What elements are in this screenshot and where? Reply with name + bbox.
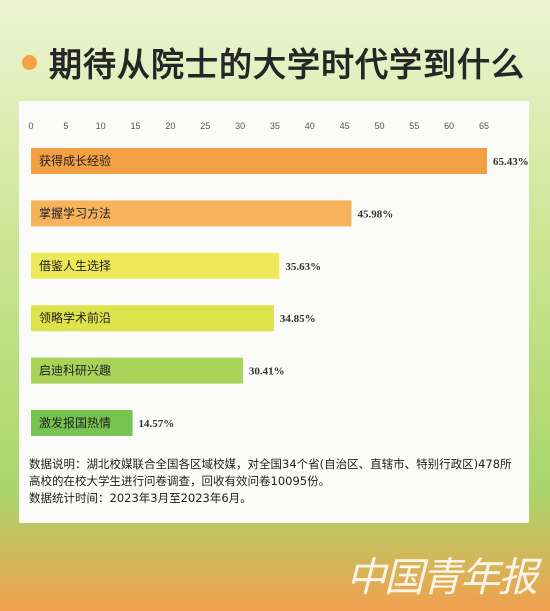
bar xyxy=(31,200,352,227)
x-tick-label: 0 xyxy=(28,121,33,131)
bullet-dot-icon xyxy=(22,54,37,70)
data-note-period: 数据统计时间：2023年3月至2023年6月。 xyxy=(29,491,252,505)
x-tick-label: 65 xyxy=(479,121,489,131)
bar-value-label: 45.98% xyxy=(357,208,393,220)
bar-category-label: 启迪科研兴趣 xyxy=(39,363,111,378)
bar-value-label: 14.57% xyxy=(139,418,175,430)
brand-logo: 中国青年报 xyxy=(346,555,538,601)
bar xyxy=(31,305,274,332)
x-tick-label: 25 xyxy=(200,121,210,131)
chart-panel: 0 5 10 15 20 25 30 35 40 45 50 55 60 65 获得成长经验 65.43% 掌… xyxy=(19,101,529,523)
x-tick-label: 40 xyxy=(305,121,315,131)
x-tick-label: 55 xyxy=(409,121,419,131)
bar xyxy=(31,252,280,279)
title-row: 期待从院士的大学时代学到什么 xyxy=(22,38,525,86)
x-tick-label: 10 xyxy=(96,121,106,131)
x-tick-label: 5 xyxy=(63,121,68,131)
x-tick-label: 45 xyxy=(340,121,350,131)
bar-value-label: 35.63% xyxy=(285,261,321,273)
x-axis-ticks: 0 5 10 15 20 25 30 35 40 45 50 55 60 65 xyxy=(28,121,489,131)
bar xyxy=(31,410,133,436)
chart-title: 期待从院士的大学时代学到什么 xyxy=(49,45,525,84)
x-tick-label: 15 xyxy=(131,121,141,131)
bar-value-label: 65.43% xyxy=(493,156,529,168)
bar-category-label: 获得成长经验 xyxy=(39,153,111,168)
bar-category-label: 掌握学习方法 xyxy=(39,205,111,220)
bar-category-label: 借鉴人生选择 xyxy=(39,259,111,273)
data-note-description: 数据说明：湖北校媒联合全国各区域校媒，对全国34个省(自治区、直辖市、特别行政区… xyxy=(29,457,512,488)
bar-chart: 0 5 10 15 20 25 30 35 40 45 50 55 60 65 获得成长经验 65.43% 掌… xyxy=(28,121,529,436)
bar-value-label: 30.41% xyxy=(249,366,285,378)
x-tick-label: 35 xyxy=(270,121,280,131)
x-tick-label: 20 xyxy=(165,121,175,131)
data-note: 数据说明：湖北校媒联合全国各区域校媒，对全国34个省(自治区、直辖市、特别行政区… xyxy=(29,456,521,507)
bar-value-label: 34.85% xyxy=(280,313,316,325)
bar xyxy=(31,357,243,384)
bar-category-label: 激发报国热情 xyxy=(39,415,111,430)
x-tick-label: 50 xyxy=(374,121,384,131)
x-tick-label: 30 xyxy=(235,121,245,131)
bars: 获得成长经验 65.43% 掌握学习方法 45.98% 借鉴人生选择 35.63% 领略学术… xyxy=(31,148,529,436)
bar xyxy=(31,148,487,174)
x-tick-label: 60 xyxy=(444,121,454,131)
bar-category-label: 领略学术前沿 xyxy=(39,310,111,325)
